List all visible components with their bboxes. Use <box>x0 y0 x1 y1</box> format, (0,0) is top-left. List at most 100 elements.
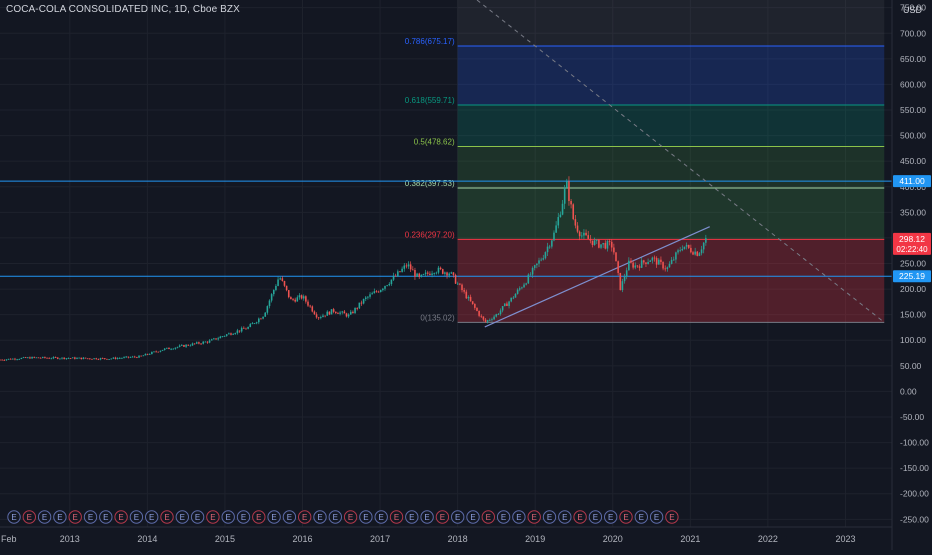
earnings-event-icon[interactable] <box>588 510 603 524</box>
price-candle <box>240 327 243 332</box>
earnings-event-icon[interactable] <box>604 510 618 524</box>
price-candle <box>384 285 386 289</box>
earnings-event-label: E <box>669 513 674 522</box>
earnings-event-icon[interactable] <box>22 510 36 524</box>
earnings-event-icon[interactable] <box>160 510 174 524</box>
earnings-event-icon[interactable] <box>451 510 465 524</box>
earnings-event-icon[interactable] <box>359 510 373 524</box>
price-candle <box>97 359 100 361</box>
x-tick-label: 2023 <box>835 534 855 544</box>
earnings-event-label: E <box>256 513 261 522</box>
price-candle <box>78 357 80 359</box>
price-candle <box>694 251 696 255</box>
price-candle <box>161 349 164 351</box>
price-candle <box>114 357 117 359</box>
earnings-event-icon[interactable] <box>37 510 52 524</box>
price-candle <box>343 311 346 314</box>
price-candle <box>533 265 536 268</box>
earnings-event-icon[interactable] <box>496 510 511 524</box>
earnings-event-icon[interactable] <box>190 510 205 524</box>
price-candle <box>685 244 688 247</box>
price-candle <box>307 301 309 306</box>
earnings-event-icon[interactable] <box>405 510 419 524</box>
price-candle <box>484 319 487 322</box>
fib-retracement[interactable]: 0.786(675.17) 0.618(559.71) 0.5(478.62) 0.3… <box>405 0 885 323</box>
earnings-event-icon[interactable] <box>252 510 266 524</box>
price-candle <box>260 318 262 320</box>
earnings-event-icon[interactable] <box>7 510 21 524</box>
earnings-event-icon[interactable] <box>573 510 587 524</box>
price-candle <box>559 214 562 218</box>
trendline[interactable] <box>484 226 710 328</box>
earnings-event-icon[interactable] <box>114 510 128 524</box>
x-tick-label: 2022 <box>758 534 778 544</box>
earnings-event-icon[interactable] <box>481 510 495 524</box>
price-candle <box>480 315 483 317</box>
earnings-event-icon[interactable] <box>145 510 159 524</box>
price-candle <box>219 336 222 339</box>
earnings-event-icon[interactable] <box>435 510 450 524</box>
price-candle <box>41 356 44 358</box>
earnings-event-icon[interactable] <box>665 510 679 524</box>
earnings-event-icon[interactable] <box>68 510 82 524</box>
price-candle <box>106 358 108 360</box>
earnings-event-icon[interactable] <box>420 510 434 524</box>
earnings-event-icon[interactable] <box>53 510 67 524</box>
price-candle <box>65 358 68 360</box>
price-candle <box>617 261 619 273</box>
price-candle <box>431 273 433 275</box>
earnings-event-icon[interactable] <box>512 510 526 524</box>
earnings-event-icon[interactable] <box>343 510 358 524</box>
earnings-event-icon[interactable] <box>542 510 557 524</box>
earnings-event-icon[interactable] <box>328 510 342 524</box>
earnings-event-icon[interactable] <box>649 510 664 524</box>
earnings-event-icon[interactable] <box>99 510 113 524</box>
time-axis[interactable]: Feb 2013 2014 2015 2016 2017 2018 2019 2020 2021 2… <box>0 526 892 544</box>
earnings-event-label: E <box>593 513 598 522</box>
price-candle <box>459 283 461 285</box>
price-candle <box>568 181 570 202</box>
earnings-event-icon[interactable] <box>374 510 388 524</box>
earnings-event-icon[interactable] <box>267 510 281 524</box>
y-tick-label: 0.00 <box>900 386 917 396</box>
earnings-event-icon[interactable] <box>313 510 327 524</box>
price-candle <box>675 252 677 260</box>
price-candle <box>157 351 160 353</box>
earnings-event-icon[interactable] <box>527 510 541 524</box>
price-candle <box>82 357 85 360</box>
price-candle <box>358 302 361 309</box>
price-candle <box>540 259 542 261</box>
horizontal-lines[interactable] <box>0 180 892 277</box>
earnings-event-icon[interactable] <box>298 510 312 524</box>
price-candle <box>364 297 367 299</box>
dashed-diagonal-line[interactable] <box>476 0 885 323</box>
dashed-line-path[interactable] <box>476 0 885 323</box>
earnings-event-icon[interactable] <box>236 510 251 524</box>
earnings-event-icon[interactable] <box>558 510 572 524</box>
earnings-event-icon[interactable] <box>282 510 297 524</box>
price-candle <box>542 258 545 260</box>
price-candle <box>572 204 575 220</box>
earnings-event-icon[interactable] <box>619 510 633 524</box>
earnings-event-icon[interactable] <box>175 510 190 524</box>
earnings-event-label: E <box>11 513 16 522</box>
x-tick-label: 2020 <box>603 534 623 544</box>
y-tick-label: 600.00 <box>900 79 926 89</box>
trendline-path[interactable] <box>484 226 710 328</box>
price-candle <box>416 273 418 277</box>
price-candle <box>339 312 341 314</box>
earnings-event-icon[interactable] <box>221 510 235 524</box>
earnings-event-icon[interactable] <box>466 510 480 524</box>
price-candle <box>317 317 320 319</box>
earnings-event-icon[interactable] <box>129 510 144 524</box>
price-candle <box>448 273 450 276</box>
earnings-event-icon[interactable] <box>389 510 404 524</box>
earnings-event-icon[interactable] <box>83 510 98 524</box>
earnings-event-icon[interactable] <box>206 510 220 524</box>
earnings-event-icon[interactable] <box>634 510 648 524</box>
price-candle <box>131 356 134 358</box>
price-candle <box>621 281 624 291</box>
